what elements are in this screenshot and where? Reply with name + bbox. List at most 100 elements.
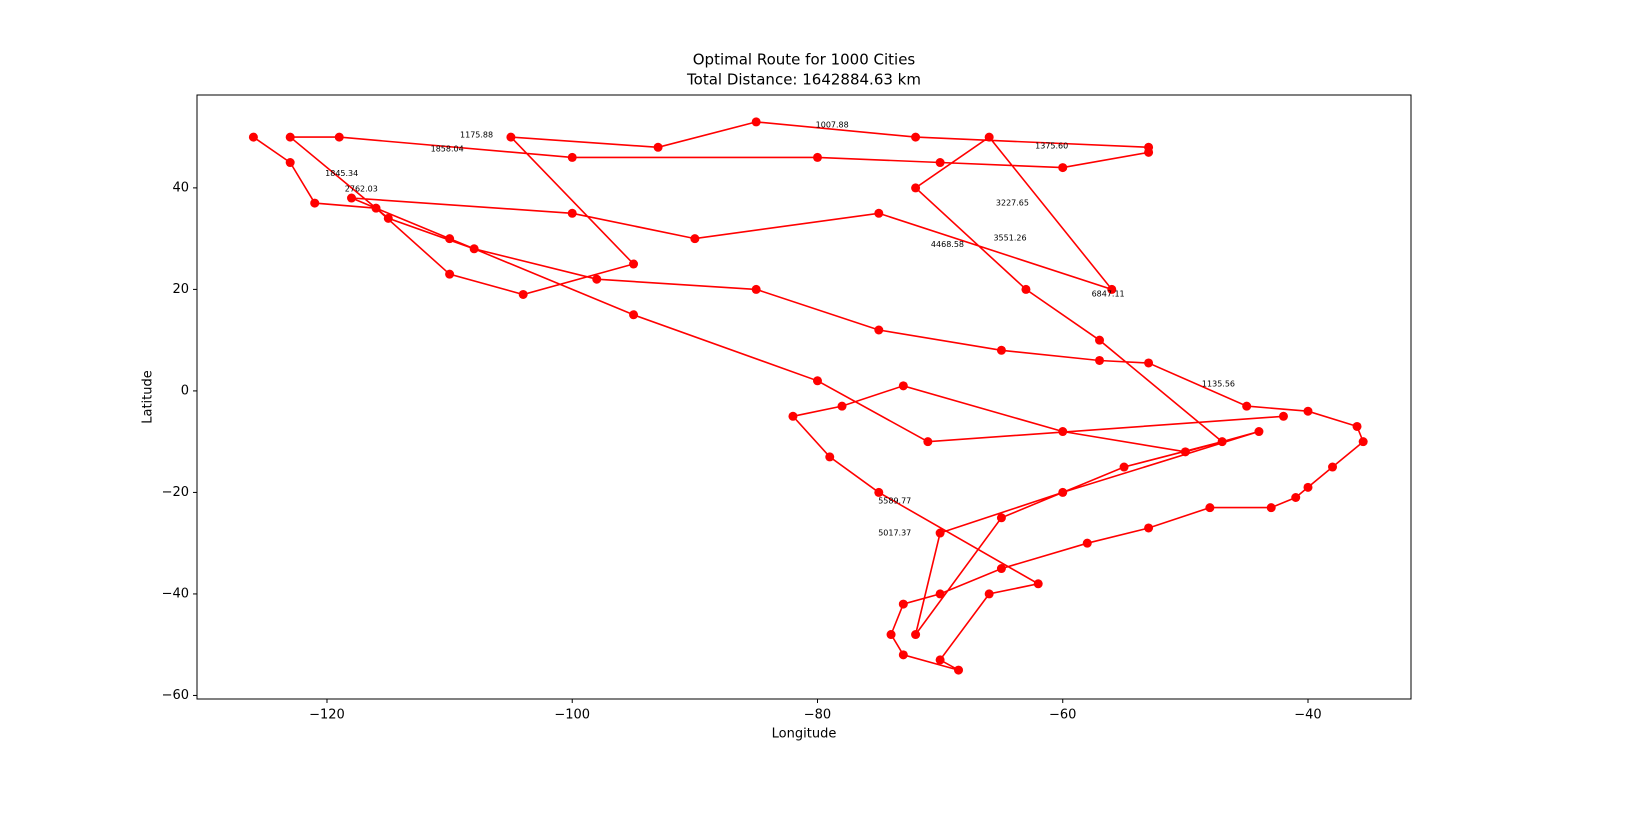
city-marker bbox=[1242, 401, 1252, 411]
city-marker bbox=[506, 132, 516, 142]
city-marker bbox=[445, 269, 455, 279]
city-marker bbox=[1205, 503, 1215, 513]
distance-label: 1858.04 bbox=[431, 144, 464, 153]
city-marker bbox=[874, 487, 884, 497]
chart-title: Optimal Route for 1000 Cities bbox=[693, 51, 916, 69]
city-marker bbox=[898, 599, 908, 609]
x-tick-label: −100 bbox=[554, 708, 590, 723]
city-marker bbox=[445, 234, 455, 244]
city-marker bbox=[285, 158, 295, 168]
city-marker bbox=[1180, 447, 1190, 457]
city-marker bbox=[1328, 462, 1338, 472]
city-marker bbox=[1095, 335, 1105, 345]
city-marker bbox=[812, 376, 822, 386]
city-marker bbox=[1144, 523, 1154, 533]
city-marker bbox=[690, 234, 700, 244]
city-marker bbox=[874, 325, 884, 335]
distance-label: 5589.77 bbox=[878, 497, 911, 506]
distance-label: 3227.65 bbox=[996, 199, 1029, 208]
city-marker bbox=[518, 289, 528, 299]
city-marker bbox=[1266, 503, 1276, 513]
city-marker bbox=[996, 564, 1006, 574]
city-marker bbox=[911, 132, 921, 142]
city-marker bbox=[935, 158, 945, 168]
y-tick-label: 0 bbox=[181, 383, 189, 398]
city-marker bbox=[592, 274, 602, 284]
city-marker bbox=[347, 193, 357, 203]
city-marker bbox=[1058, 427, 1068, 437]
y-tick-label: −20 bbox=[162, 485, 189, 500]
x-tick-label: −40 bbox=[1294, 708, 1321, 723]
chart-subtitle: Total Distance: 1642884.63 km bbox=[686, 71, 921, 89]
city-marker bbox=[751, 284, 761, 294]
city-marker bbox=[371, 203, 381, 213]
city-marker bbox=[886, 630, 896, 640]
distance-label: 6847.11 bbox=[1092, 289, 1125, 298]
city-marker bbox=[898, 381, 908, 391]
city-marker bbox=[1058, 163, 1068, 173]
city-marker bbox=[1278, 411, 1288, 421]
distance-label: 1175.88 bbox=[460, 131, 493, 140]
distance-label: 4468.58 bbox=[931, 240, 964, 249]
y-tick-label: −60 bbox=[162, 688, 189, 703]
city-marker bbox=[1303, 406, 1313, 416]
city-marker bbox=[1021, 284, 1031, 294]
city-marker bbox=[469, 244, 479, 254]
city-marker bbox=[383, 213, 393, 223]
city-marker bbox=[1095, 355, 1105, 365]
y-tick-label: 40 bbox=[172, 180, 189, 195]
city-marker bbox=[567, 152, 577, 162]
distance-label: 1135.56 bbox=[1202, 379, 1235, 388]
city-marker bbox=[1352, 421, 1362, 431]
city-marker bbox=[898, 650, 908, 660]
city-marker bbox=[629, 310, 639, 320]
city-marker bbox=[935, 589, 945, 599]
city-marker bbox=[911, 183, 921, 193]
city-marker bbox=[1358, 437, 1368, 447]
city-marker bbox=[751, 117, 761, 127]
city-marker bbox=[334, 132, 344, 142]
city-marker bbox=[1107, 284, 1117, 294]
city-marker bbox=[812, 152, 822, 162]
city-marker bbox=[874, 208, 884, 218]
city-marker bbox=[788, 411, 798, 421]
distance-label: 3551.26 bbox=[993, 234, 1026, 243]
city-marker bbox=[935, 655, 945, 665]
y-tick-label: 20 bbox=[172, 282, 189, 297]
city-marker bbox=[935, 528, 945, 538]
distance-label: 1375.60 bbox=[1035, 141, 1068, 150]
x-tick-label: −60 bbox=[1049, 708, 1076, 723]
city-marker bbox=[911, 630, 921, 640]
city-marker bbox=[248, 132, 258, 142]
x-tick-label: −120 bbox=[309, 708, 345, 723]
city-marker bbox=[653, 142, 663, 152]
city-marker bbox=[1303, 482, 1313, 492]
city-marker bbox=[629, 259, 639, 269]
city-marker bbox=[837, 401, 847, 411]
plot-frame bbox=[196, 94, 1412, 700]
city-marker bbox=[1119, 462, 1129, 472]
distance-label: 2762.03 bbox=[345, 184, 378, 193]
city-marker bbox=[984, 589, 994, 599]
city-marker bbox=[567, 208, 577, 218]
city-marker bbox=[1144, 358, 1154, 368]
city-marker bbox=[1033, 579, 1043, 589]
city-marker bbox=[825, 452, 835, 462]
city-marker bbox=[984, 132, 994, 142]
y-tick-label: −40 bbox=[162, 586, 189, 601]
route-line bbox=[252, 121, 1365, 671]
city-marker bbox=[954, 665, 964, 675]
city-marker bbox=[1291, 492, 1301, 502]
x-axis-label: Longitude bbox=[772, 727, 837, 742]
distance-label: 5017.37 bbox=[878, 529, 911, 538]
city-marker bbox=[996, 513, 1006, 523]
city-marker bbox=[1082, 538, 1092, 548]
city-marker bbox=[1217, 437, 1227, 447]
distance-label: 1845.34 bbox=[325, 169, 358, 178]
city-marker bbox=[310, 198, 320, 208]
city-marker bbox=[1058, 487, 1068, 497]
x-tick-label: −80 bbox=[804, 708, 831, 723]
city-marker bbox=[923, 437, 933, 447]
y-axis-label: Latitude bbox=[141, 370, 156, 424]
